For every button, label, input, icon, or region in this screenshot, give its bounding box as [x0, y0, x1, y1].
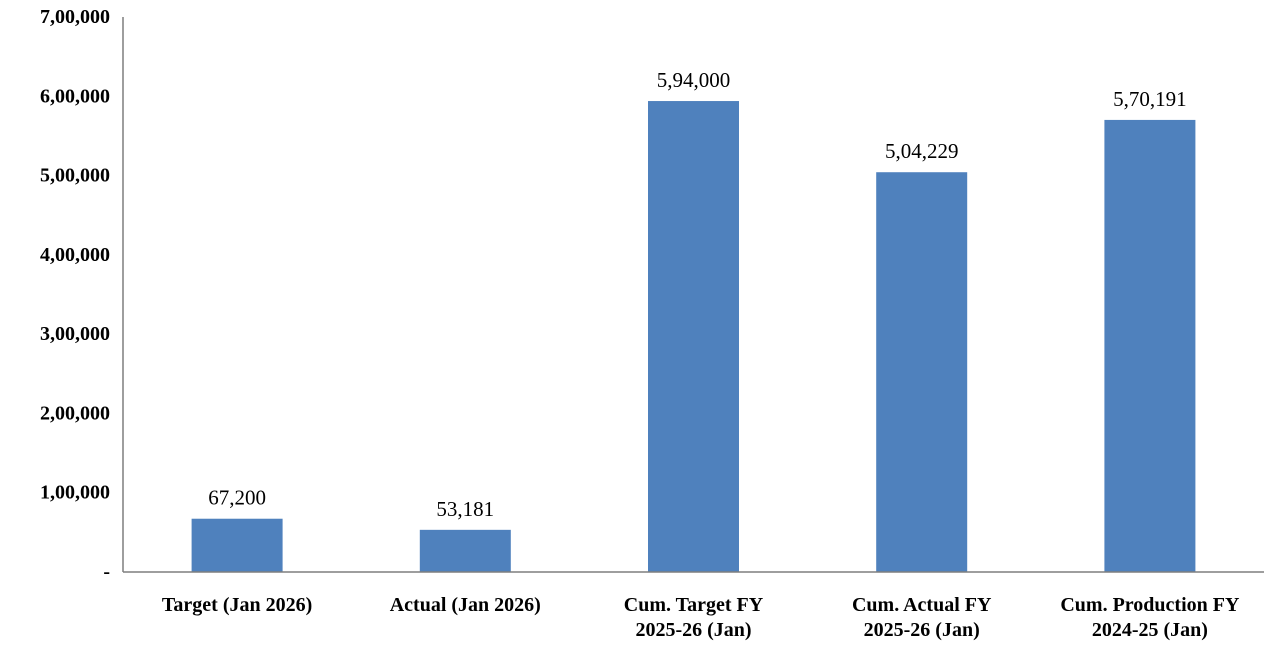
x-tick-label: Cum. Target FY	[624, 594, 764, 616]
x-tick-label: Cum. Actual FY	[852, 594, 992, 616]
data-label: 5,04,229	[885, 139, 959, 163]
x-tick-label: 2025-26 (Jan)	[635, 619, 751, 641]
bar	[648, 101, 739, 573]
bar	[419, 529, 511, 572]
data-label: 67,200	[208, 486, 266, 510]
y-tick-label: 4,00,000	[40, 244, 110, 266]
x-axis: Target (Jan 2026) Actual (Jan 2026) Cum. T…	[123, 571, 1264, 641]
bars	[191, 101, 1196, 573]
x-tick-label: Target (Jan 2026)	[162, 594, 312, 616]
y-tick-label: 3,00,000	[40, 323, 110, 345]
y-tick-label: 5,00,000	[40, 165, 110, 187]
y-tick-label: -	[103, 561, 110, 583]
bar	[191, 518, 283, 572]
bar	[876, 172, 968, 572]
x-tick-label: Actual (Jan 2026)	[390, 594, 541, 616]
data-label: 5,94,000	[657, 68, 731, 92]
y-tick-label: 7,00,000	[40, 6, 110, 28]
data-label: 53,181	[436, 497, 494, 521]
data-label: 5,70,191	[1113, 87, 1187, 111]
bar	[1104, 119, 1196, 573]
y-tick-label: 6,00,000	[40, 85, 110, 107]
y-axis: - 1,00,000 2,00,000 3,00,000 4,00,000 5,00,00…	[40, 6, 124, 583]
x-tick-label: Cum. Production FY	[1060, 594, 1240, 616]
data-labels: 67,200 53,181 5,94,000 5,04,229 5,70,191	[208, 68, 1186, 521]
y-tick-label: 2,00,000	[40, 402, 110, 424]
x-tick-label: 2025-26 (Jan)	[864, 619, 980, 641]
y-tick-label: 1,00,000	[40, 482, 110, 504]
x-tick-label: 2024-25 (Jan)	[1092, 619, 1208, 641]
